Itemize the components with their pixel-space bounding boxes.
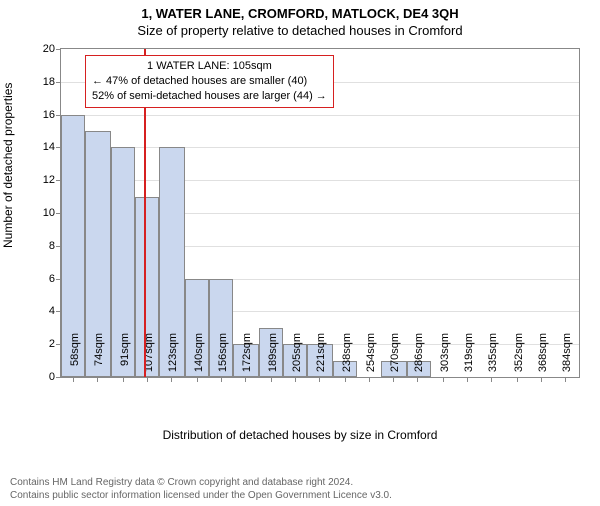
ytick-label: 10 [43, 207, 61, 219]
xtick-label: 319sqm [463, 333, 475, 383]
title-subtitle: Size of property relative to detached ho… [0, 23, 600, 38]
annot-line-3: 52% of semi-detached houses are larger (… [92, 89, 327, 104]
xtick-label: 368sqm [537, 333, 549, 383]
annot-line-2: ← 47% of detached houses are smaller (40… [92, 74, 327, 89]
xtick-label: 286sqm [413, 333, 425, 383]
ytick-label: 18 [43, 76, 61, 88]
gridline [61, 180, 579, 181]
xtick-label: 140sqm [193, 333, 205, 383]
xtick-label: 238sqm [341, 333, 353, 383]
ytick-label: 8 [49, 240, 61, 252]
xtick-label: 270sqm [389, 333, 401, 383]
ytick-label: 6 [49, 273, 61, 285]
xtick-label: 335sqm [487, 333, 499, 383]
gridline [61, 115, 579, 116]
gridline [61, 147, 579, 148]
ytick-label: 16 [43, 109, 61, 121]
xtick-label: 221sqm [315, 333, 327, 383]
chart-container: Number of detached properties 0246810121… [0, 48, 600, 448]
title-address: 1, WATER LANE, CROMFORD, MATLOCK, DE4 3Q… [0, 6, 600, 21]
footer-attribution: Contains HM Land Registry data © Crown c… [10, 476, 392, 502]
x-axis-label: Distribution of detached houses by size … [0, 428, 600, 442]
ytick-label: 4 [49, 305, 61, 317]
ytick-label: 20 [43, 43, 61, 55]
xtick-label: 303sqm [439, 333, 451, 383]
xtick-label: 74sqm [93, 333, 105, 383]
plot-area: 0246810121416182058sqm74sqm91sqm107sqm12… [60, 48, 580, 378]
ytick-label: 12 [43, 174, 61, 186]
ytick-label: 14 [43, 141, 61, 153]
footer-line-2: Contains public sector information licen… [10, 489, 392, 502]
xtick-label: 123sqm [167, 333, 179, 383]
ytick-label: 0 [49, 371, 61, 383]
xtick-label: 352sqm [513, 333, 525, 383]
y-axis-label: Number of detached properties [1, 83, 15, 248]
footer-line-1: Contains HM Land Registry data © Crown c… [10, 476, 392, 489]
reference-annotation: 1 WATER LANE: 105sqm ← 47% of detached h… [85, 55, 334, 108]
xtick-label: 189sqm [267, 333, 279, 383]
xtick-label: 58sqm [69, 333, 81, 383]
xtick-label: 172sqm [241, 333, 253, 383]
xtick-label: 156sqm [217, 333, 229, 383]
annot-line-1: 1 WATER LANE: 105sqm [92, 59, 327, 74]
xtick-label: 254sqm [365, 333, 377, 383]
ytick-label: 2 [49, 338, 61, 350]
xtick-label: 205sqm [291, 333, 303, 383]
xtick-label: 384sqm [561, 333, 573, 383]
xtick-label: 91sqm [119, 333, 131, 383]
